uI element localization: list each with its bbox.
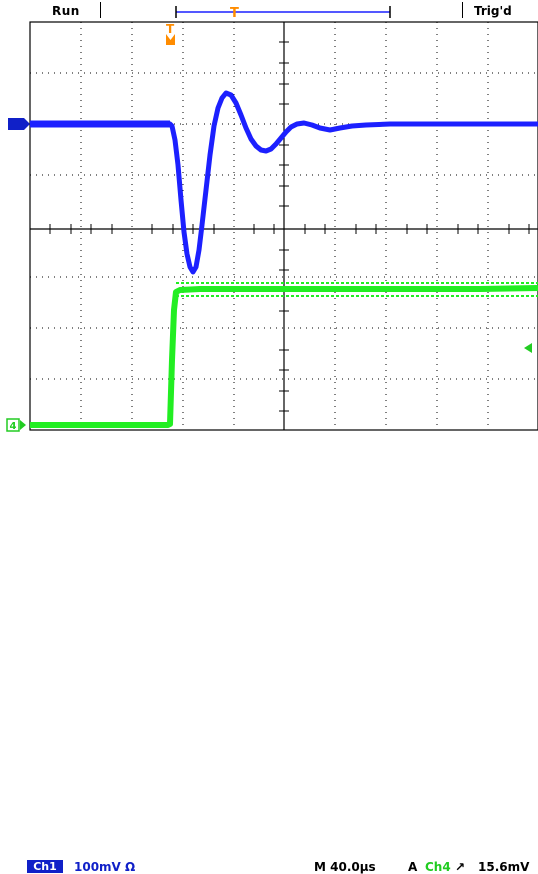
- ch4-waveform: [30, 282, 538, 428]
- trigger-status: Trig'd: [474, 4, 512, 18]
- ch4-ground-label: 4: [10, 421, 17, 432]
- acquisition-status: Run: [52, 4, 80, 18]
- record-length-indicator: T: [175, 6, 391, 21]
- ch1-label[interactable]: Ch1: [27, 860, 63, 873]
- center-axes: [30, 22, 538, 430]
- trigger-source[interactable]: Ch4: [425, 860, 451, 874]
- status-bar: Run Trig'd: [0, 0, 538, 24]
- trigger-level-readout[interactable]: 15.6mV: [478, 860, 530, 874]
- trigger-position-marker[interactable]: T: [166, 22, 175, 45]
- center-axis-ticks: [49, 41, 530, 412]
- trigger-level-marker[interactable]: [524, 343, 532, 353]
- status-divider: [100, 2, 101, 18]
- trigger-position-letter: T: [166, 22, 175, 36]
- ch1-waveform: [30, 90, 538, 275]
- readout-bar: Ch1 100mV Ω M 40.0µs A Ch4 ↗ 15.6mV: [0, 429, 538, 874]
- trigger-mode: A: [408, 860, 418, 874]
- timebase-readout[interactable]: M 40.0µs: [314, 860, 376, 874]
- scope-display: T T: [6, 6, 538, 432]
- ch1-ground-marker[interactable]: [8, 118, 30, 130]
- ch1-scale[interactable]: 100mV Ω: [74, 860, 136, 874]
- record-trigger-marker: T: [230, 6, 239, 21]
- ch4-ground-marker[interactable]: 4: [6, 418, 26, 432]
- status-divider: [462, 2, 463, 18]
- trigger-slope-icon: ↗: [455, 860, 466, 874]
